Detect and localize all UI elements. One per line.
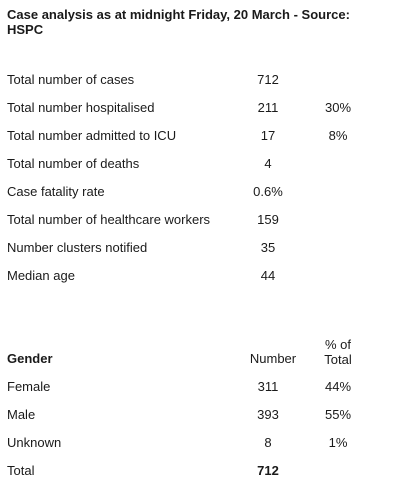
row-label: Female (7, 379, 51, 394)
row-value: 4 (264, 156, 272, 171)
row-value: 311 (257, 379, 279, 394)
row-value: 44 (260, 268, 276, 283)
row-label: Number clusters notified (7, 240, 148, 255)
row-label: Case fatality rate (7, 184, 105, 199)
gender-header-row: Gender Number (0, 351, 409, 367)
row-label: Total number of deaths (7, 156, 140, 171)
row-label: Total number of healthcare workers (7, 212, 211, 227)
row-label: Male (7, 407, 36, 422)
row-value: 0.6% (253, 184, 283, 199)
summary-row-fatality-rate: Case fatality rate 0.6% (0, 184, 409, 200)
row-percent: 1% (328, 435, 348, 450)
row-label: Unknown (7, 435, 62, 450)
row-percent: 30% (324, 100, 352, 115)
row-label: Total number hospitalised (7, 100, 155, 115)
row-label: Median age (7, 268, 75, 283)
summary-row-healthcare-workers: Total number of healthcare workers 159 (0, 212, 409, 228)
row-value: 17 (260, 128, 276, 143)
row-percent: 55% (324, 407, 352, 422)
row-value: 712 (257, 463, 279, 478)
summary-row-icu: Total number admitted to ICU 17 8% (0, 128, 409, 144)
gender-header-percent: % of Total (312, 337, 364, 367)
row-value: 159 (257, 212, 279, 227)
percent-header-line1: % of (324, 337, 351, 352)
gender-row-unknown: Unknown 8 1% (0, 435, 409, 451)
row-value: 211 (257, 100, 279, 115)
gender-row-total: Total 712 (0, 463, 409, 479)
gender-row-male: Male 393 55% (0, 407, 409, 423)
row-value: 8 (264, 435, 272, 450)
summary-row-total-cases: Total number of cases 712 (0, 72, 409, 88)
summary-row-clusters: Number clusters notified 35 (0, 240, 409, 256)
row-label: Total (7, 463, 35, 478)
row-value: 393 (257, 407, 279, 422)
row-label: Total number admitted to ICU (7, 128, 177, 143)
summary-row-deaths: Total number of deaths 4 (0, 156, 409, 172)
row-percent: 8% (328, 128, 348, 143)
gender-row-female: Female 311 44% (0, 379, 409, 395)
summary-row-hospitalised: Total number hospitalised 211 30% (0, 100, 409, 116)
row-value: 712 (257, 72, 279, 87)
gender-header-number: Number (249, 351, 297, 366)
percent-header-line2: Total (324, 352, 352, 367)
row-label: Total number of cases (7, 72, 135, 87)
summary-row-median-age: Median age 44 (0, 268, 409, 284)
row-value: 35 (260, 240, 276, 255)
gender-header-label: Gender (7, 351, 53, 366)
page-title: Case analysis as at midnight Friday, 20 … (7, 7, 350, 37)
row-percent: 44% (324, 379, 352, 394)
